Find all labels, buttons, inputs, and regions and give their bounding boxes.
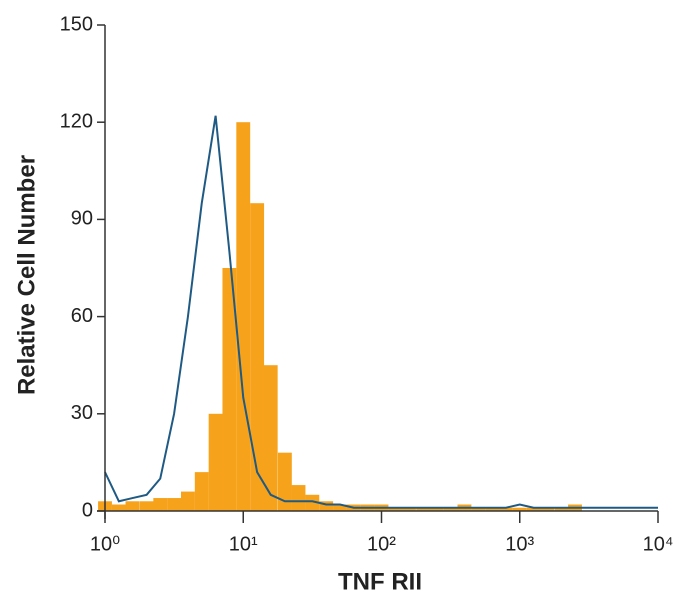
histogram-bar	[416, 507, 431, 511]
y-tick-label: 30	[71, 402, 93, 424]
histogram-bar	[333, 504, 347, 511]
histogram-bar	[485, 507, 500, 511]
histogram-bar	[208, 413, 223, 511]
histogram-bar	[194, 472, 209, 511]
histogram-bar	[263, 365, 278, 511]
histogram-bar	[153, 498, 168, 511]
histogram-bar	[125, 501, 140, 511]
y-tick-label: 0	[82, 499, 93, 521]
histogram-bar	[277, 452, 292, 511]
histogram-bar	[498, 507, 513, 511]
histogram-bar	[429, 507, 444, 511]
histogram-bar	[540, 507, 555, 511]
y-tick-label: 150	[60, 13, 93, 35]
x-tick-label: 10³	[505, 533, 534, 555]
x-tick-label: 10¹	[229, 533, 258, 555]
histogram-bar	[236, 122, 251, 511]
y-tick-label: 120	[60, 110, 93, 132]
histogram-bar	[402, 507, 416, 511]
x-tick-label: 10⁰	[90, 533, 120, 555]
histogram-bar	[139, 501, 154, 511]
y-tick-label: 60	[71, 305, 93, 327]
y-tick-label: 90	[71, 208, 93, 230]
histogram-bar	[111, 504, 126, 511]
x-tick-label: 10²	[367, 533, 396, 555]
x-tick-label: 10⁴	[643, 533, 674, 555]
histogram-outline	[104, 115, 658, 509]
histogram-bar	[443, 507, 458, 511]
histogram-bar	[250, 203, 265, 511]
histogram-bar	[167, 498, 182, 511]
histogram-bar	[319, 501, 334, 511]
histogram-bar	[388, 507, 403, 511]
histogram-bar	[305, 494, 320, 511]
y-axis-label: Relative Cell Number	[13, 155, 40, 395]
histogram-bar	[471, 507, 486, 511]
histogram-bar	[180, 491, 195, 511]
histogram-bar	[222, 268, 237, 511]
histogram-bar	[554, 507, 569, 511]
histogram-bar	[291, 485, 306, 511]
x-axis-label: TNF RII	[338, 568, 422, 595]
histogram-bar	[526, 507, 541, 511]
histogram-bar	[512, 507, 527, 511]
